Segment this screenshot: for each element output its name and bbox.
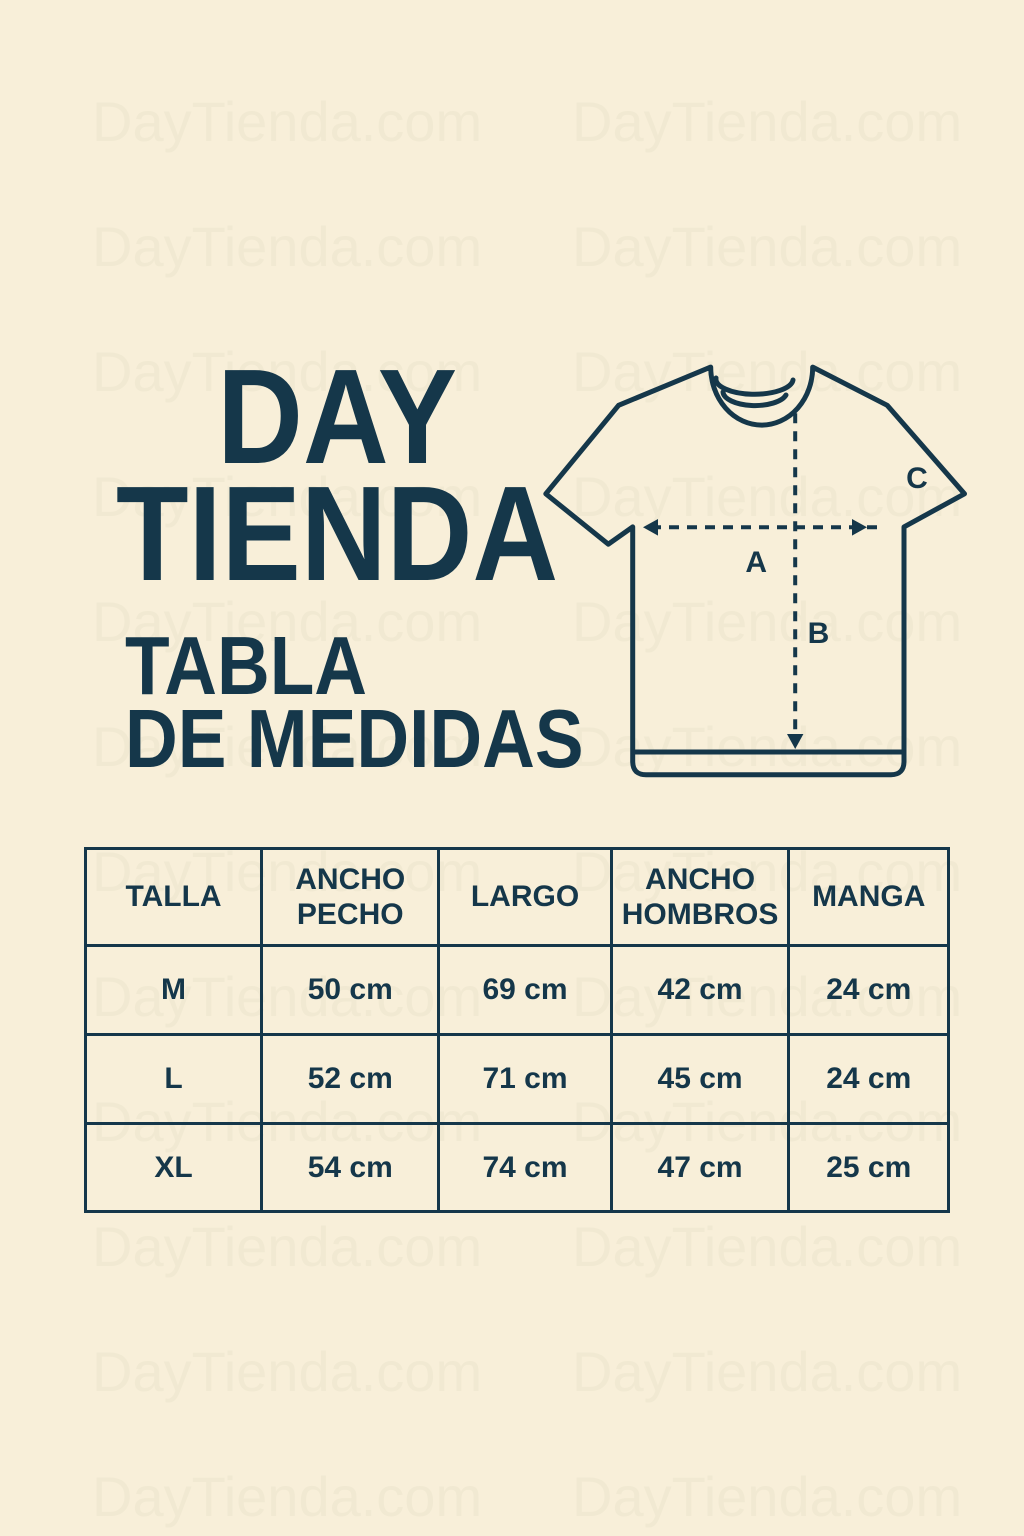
svg-text:B: B	[808, 617, 830, 650]
svg-text:C: C	[906, 462, 928, 495]
svg-text:A: A	[745, 546, 767, 579]
